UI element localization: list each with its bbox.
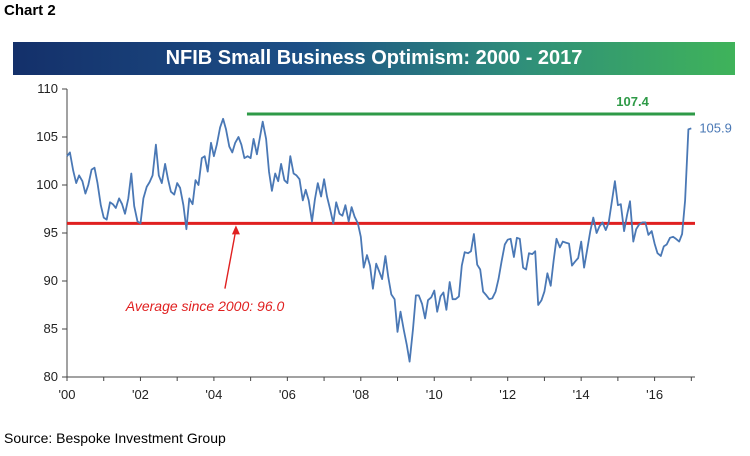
x-tick-label: '08 — [352, 387, 369, 402]
y-tick-label: 80 — [44, 369, 58, 384]
y-tick-label: 100 — [36, 177, 58, 192]
chart-title-bar: NFIB Small Business Optimism: 2000 - 201… — [13, 42, 735, 75]
x-tick-label: '10 — [426, 387, 443, 402]
average-arrow-head — [231, 225, 240, 235]
x-tick-label: '04 — [205, 387, 222, 402]
x-tick-label: '14 — [573, 387, 590, 402]
y-tick-label: 95 — [44, 225, 58, 240]
peak-label: 107.4 — [616, 94, 649, 109]
y-tick-label: 110 — [37, 81, 58, 96]
chart-title: NFIB Small Business Optimism: 2000 - 201… — [165, 47, 583, 69]
x-tick-label: '02 — [132, 387, 149, 402]
x-tick-label: '12 — [499, 387, 516, 402]
y-tick-label: 105 — [36, 129, 58, 144]
average-arrow-shaft — [224, 229, 237, 289]
y-tick-label: 90 — [44, 273, 58, 288]
y-tick-label: 85 — [44, 321, 58, 336]
last-value-label: 105.9 — [699, 120, 732, 135]
figure-label: Chart 2 — [4, 2, 56, 19]
series-line — [66, 117, 692, 363]
x-tick-label: '16 — [646, 387, 663, 402]
x-tick-label: '00 — [59, 387, 76, 402]
average-label: Average since 2000: 96.0 — [125, 298, 285, 314]
source-note: Source: Bespoke Investment Group — [4, 430, 226, 446]
x-tick-label: '06 — [279, 387, 296, 402]
